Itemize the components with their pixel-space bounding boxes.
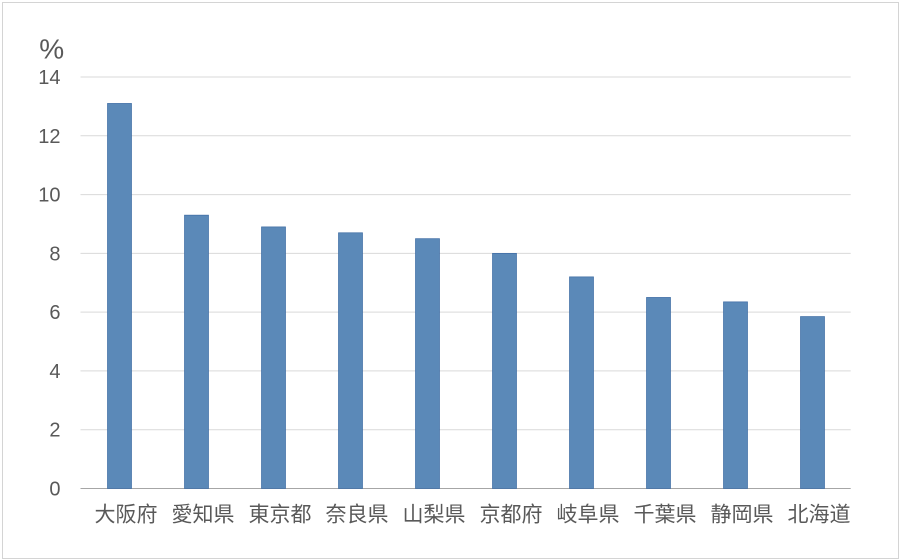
- svg-text:千葉県: 千葉県: [634, 504, 697, 527]
- svg-text:4: 4: [49, 361, 60, 383]
- svg-text:12: 12: [38, 126, 60, 148]
- svg-text:岐阜県: 岐阜県: [557, 504, 620, 527]
- svg-text:山梨県: 山梨県: [403, 504, 466, 527]
- svg-text:0: 0: [49, 479, 60, 501]
- svg-text:愛知県: 愛知県: [172, 504, 235, 527]
- svg-text:京都府: 京都府: [480, 504, 543, 527]
- svg-text:%: %: [39, 33, 64, 64]
- svg-text:2: 2: [49, 420, 60, 442]
- svg-text:奈良県: 奈良県: [326, 504, 389, 527]
- svg-text:大阪府: 大阪府: [95, 504, 158, 527]
- svg-text:14: 14: [38, 67, 60, 89]
- svg-text:6: 6: [49, 302, 60, 324]
- svg-text:静岡県: 静岡県: [711, 504, 774, 527]
- svg-text:東京都: 東京都: [249, 504, 312, 527]
- svg-text:10: 10: [38, 185, 60, 207]
- svg-text:8: 8: [49, 243, 60, 265]
- svg-text:北海道: 北海道: [788, 504, 851, 527]
